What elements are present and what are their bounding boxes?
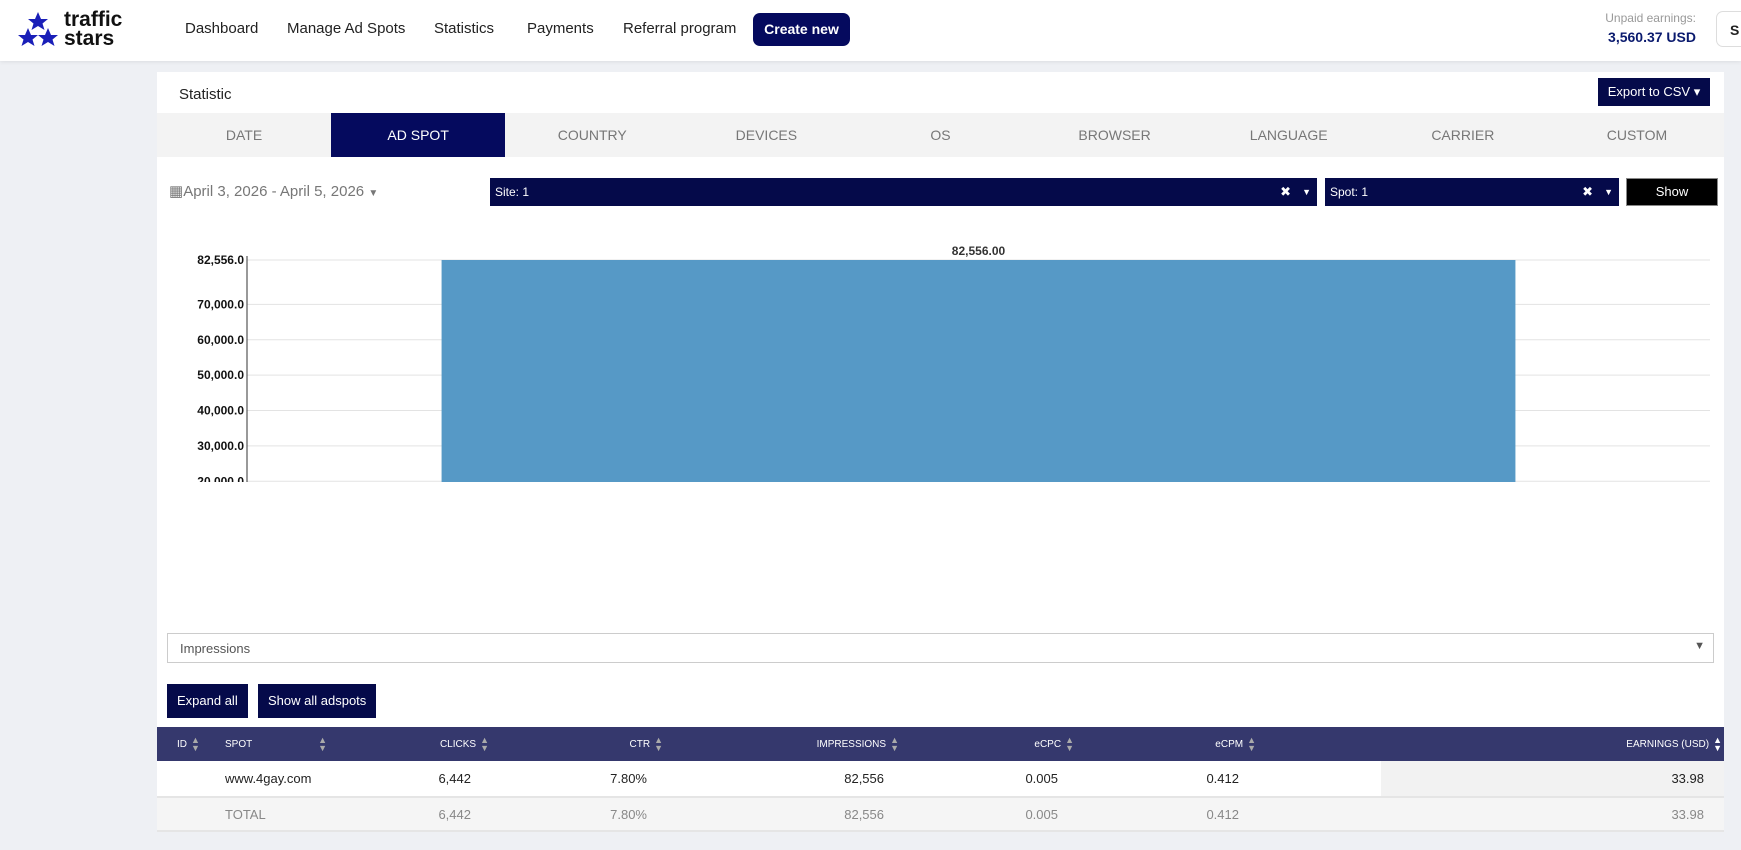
y-tick-label: 70,000.0 (197, 297, 244, 311)
total-impressions: 82,556 (844, 806, 884, 822)
clicks-cell: 6,442 (438, 771, 471, 786)
data-label: 82,556.00 (952, 244, 1006, 258)
col-spot[interactable]: SPOT ▲ ▼ (225, 727, 327, 761)
tab-devices[interactable]: DEVICES (735, 127, 798, 143)
clear-icon[interactable]: ✖ (1280, 184, 1291, 199)
site-filter-select[interactable]: Site: 1 ✖ ▼ (490, 178, 1317, 206)
stats-table: ID ▲ ▼ SPOT ▲ ▼ CLICKS ▲ ▼ CTR ▲ ▼ IMPRESSIONS ▲ ▼… (157, 727, 1724, 832)
export-csv-button[interactable]: Export to CSV ▾ (1598, 78, 1710, 106)
col-label: SPOT (225, 738, 253, 750)
show-all-adspots-button[interactable]: Show all adspots (258, 684, 377, 718)
y-tick-label: 50,000.0 (197, 368, 244, 382)
metric-select[interactable]: Impressions ▼ (167, 633, 1714, 663)
y-tick-label: 82,556.0 (197, 253, 244, 267)
caret-down-icon: ▼ (1604, 187, 1613, 197)
nav-statistics[interactable]: Statistics (434, 20, 495, 37)
nav-payments[interactable]: Payments (527, 20, 594, 37)
col-label: ID (177, 738, 187, 750)
impressions-cell: 82,556 (844, 771, 884, 786)
date-range-text: April 3, 2026 - April 5, 2026 (183, 183, 365, 200)
spot-filter-select[interactable]: Spot: 1 ✖ ▼ (1325, 178, 1619, 206)
tab-language[interactable]: LANGUAGE (1249, 127, 1328, 143)
metric-value: Impressions (180, 641, 251, 656)
col-ecpc[interactable]: eCPC ▲ ▼ (1034, 727, 1074, 761)
total-ecpc: 0.005 (1025, 806, 1058, 822)
bar (441, 260, 1516, 482)
y-tick-label: 20,000.0 (197, 474, 244, 482)
unpaid-earnings-value: 3,560.37 USD (1608, 29, 1696, 45)
tab-browser[interactable]: BROWSER (1078, 127, 1151, 143)
col-label: CTR (629, 738, 651, 750)
user-menu-button[interactable]: S (1716, 11, 1741, 47)
export-label: Export to CSV (1607, 84, 1691, 99)
sort-icon: ▲ ▼ (318, 735, 327, 753)
date-range-picker[interactable]: ▦April 3, 2026 - April 5, 2026 ▼ (169, 182, 378, 200)
sort-icon: ▲ ▼ (890, 735, 899, 753)
y-tick-label: 40,000.0 (197, 404, 244, 418)
col-label: IMPRESSIONS (816, 738, 887, 750)
stars-icon (18, 12, 58, 46)
tab-country[interactable]: COUNTRY (557, 127, 627, 143)
nav-manage-ad-spots[interactable]: Manage Ad Spots (287, 20, 406, 37)
unpaid-earnings-label: Unpaid earnings: (1605, 11, 1696, 25)
sort-icon: ▲ ▼ (1247, 735, 1256, 753)
caret-down-icon: ▼ (368, 188, 379, 199)
clear-icon[interactable]: ✖ (1582, 184, 1593, 199)
earnings-cell: 33.98 (1381, 761, 1724, 796)
total-row: TOTAL 6,442 7.80% 82,556 0.005 0.412 33.… (157, 798, 1724, 832)
bar-chart: 0.010,000.020,000.030,000.040,000.050,00… (197, 244, 1710, 482)
traffic-stars-logo[interactable]: traffic stars (18, 9, 138, 52)
tab-ad-spot[interactable]: AD SPOT (331, 113, 506, 157)
col-earnings[interactable]: EARNINGS (USD) ▲ ▼ (1626, 727, 1722, 761)
nav-dashboard[interactable]: Dashboard (185, 20, 259, 37)
create-new-button[interactable]: Create new (753, 13, 850, 46)
table-header: ID ▲ ▼ SPOT ▲ ▼ CLICKS ▲ ▼ CTR ▲ ▼ IMPRESSIONS ▲ ▼… (157, 727, 1724, 761)
sort-icon: ▲ ▼ (480, 735, 489, 753)
tab-date[interactable]: DATE (225, 127, 263, 143)
stat-tabs: DATE AD SPOT COUNTRY DEVICES OS BROWSER … (157, 113, 1724, 157)
page-title: Statistic (179, 86, 232, 103)
y-tick-label: 30,000.0 (197, 439, 244, 453)
ctr-cell: 7.80% (610, 771, 647, 786)
tab-os[interactable]: OS (930, 127, 951, 143)
sort-icon: ▲ ▼ (654, 735, 663, 753)
col-id[interactable]: ID ▲ ▼ (177, 727, 200, 761)
expand-all-button[interactable]: Expand all (167, 684, 248, 718)
site-filter-value: Site: 1 (495, 185, 530, 199)
logo-text: traffic stars (64, 8, 123, 50)
sort-icon: ▲ ▼ (191, 735, 200, 753)
tab-carrier[interactable]: CARRIER (1431, 127, 1495, 143)
total-earnings: 33.98 (1671, 806, 1704, 822)
ecpm-cell: 0.412 (1206, 771, 1239, 786)
chevron-down-icon: ▼ (1694, 640, 1705, 652)
nav-referral-program[interactable]: Referral program (623, 20, 737, 37)
col-label: CLICKS (439, 738, 477, 750)
tab-custom[interactable]: CUSTOM (1606, 127, 1668, 143)
spot-cell[interactable]: www.4gay.com (225, 771, 312, 786)
statistic-panel: Statistic Export to CSV ▾ DATE AD SPOT C… (157, 72, 1724, 832)
col-impressions[interactable]: IMPRESSIONS ▲ ▼ (817, 727, 899, 761)
sort-icon: ▲ ▼ (1065, 735, 1074, 753)
total-ecpm: 0.412 (1206, 806, 1239, 822)
calendar-icon: ▦ (169, 183, 184, 200)
y-tick-label: 60,000.0 (197, 333, 244, 347)
table-row[interactable]: www.4gay.com 6,442 7.80% 82,556 0.005 0.… (157, 761, 1724, 798)
total-label: TOTAL (225, 806, 266, 822)
col-clicks[interactable]: CLICKS ▲ ▼ (440, 727, 489, 761)
col-ecpm[interactable]: eCPM ▲ ▼ (1215, 727, 1256, 761)
col-ctr[interactable]: CTR ▲ ▼ (630, 727, 663, 761)
col-label: EARNINGS (USD) (1626, 738, 1710, 750)
top-header: traffic stars Dashboard Manage Ad Spots … (0, 0, 1741, 61)
spot-filter-value: Spot: 1 (1330, 185, 1369, 199)
ecpc-cell: 0.005 (1025, 771, 1058, 786)
total-clicks: 6,442 (438, 806, 471, 822)
show-button[interactable]: Show (1626, 178, 1718, 206)
total-ctr: 7.80% (610, 806, 647, 822)
col-label: eCPC (1034, 738, 1062, 750)
caret-down-icon: ▾ (1693, 84, 1701, 99)
col-label: eCPM (1215, 738, 1244, 750)
sort-icon: ▲ ▼ (1713, 735, 1722, 753)
caret-down-icon: ▼ (1302, 187, 1311, 197)
